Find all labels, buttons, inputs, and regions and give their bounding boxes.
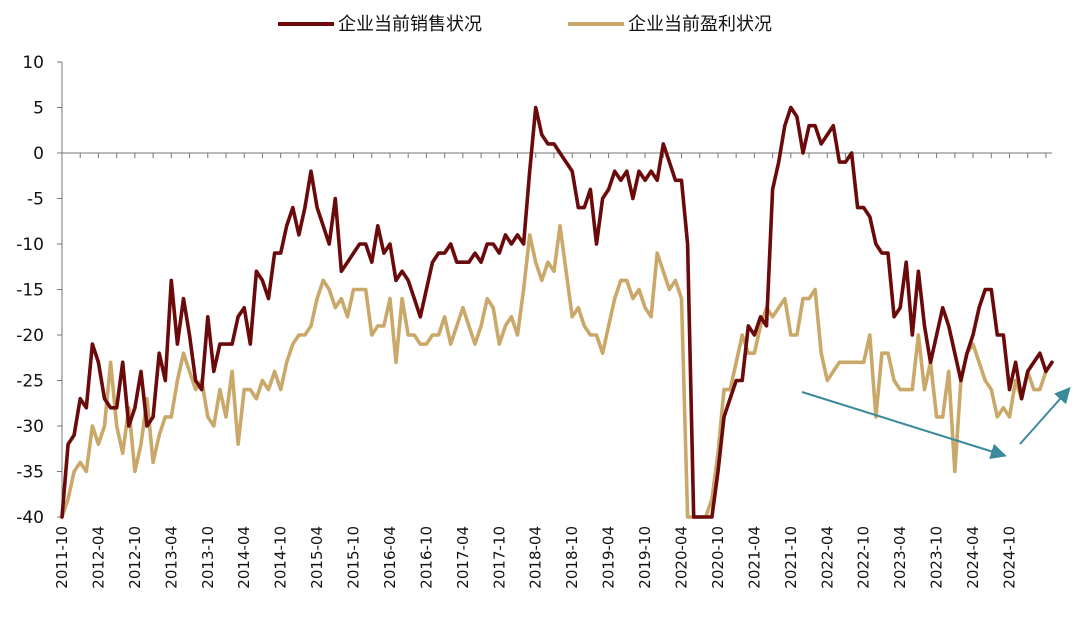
y-tick-label: 5 [33, 99, 44, 119]
y-tick-label: -35 [16, 463, 44, 483]
x-tick-label: 2016-04 [381, 526, 399, 589]
x-tick-label: 2024-10 [1000, 526, 1018, 589]
x-tick-label: 2021-10 [782, 526, 800, 589]
x-tick-label: 2014-10 [272, 526, 290, 589]
y-tick-label: -25 [16, 372, 44, 392]
x-tick-label: 2022-04 [818, 526, 836, 589]
x-tick-label: 2018-04 [527, 526, 545, 589]
y-tick-label: -15 [16, 281, 44, 301]
legend-label: 企业当前销售状况 [338, 14, 482, 35]
y-axis: 10 5 0 -5 -10 -15 -20 -25 -30 -35 -40 [16, 53, 63, 528]
x-tick-label: 2012-04 [89, 526, 107, 589]
x-tick-label: 2020-04 [673, 526, 691, 589]
y-tick-label: -20 [16, 326, 44, 346]
x-tick-label: 2015-10 [345, 526, 363, 589]
x-tick-label: 2016-10 [417, 526, 435, 589]
y-tick-label: 10 [22, 53, 44, 73]
annotations [801, 387, 1071, 460]
trend-arrow-up [1019, 387, 1071, 445]
x-tick-label: 2024-04 [964, 526, 982, 589]
x-tick-label: 2013-10 [199, 526, 217, 589]
x-tick-label: 2020-10 [709, 526, 727, 589]
trend-arrow-down [801, 391, 1007, 460]
x-tick-label: 2017-10 [490, 526, 508, 589]
y-tick-label: -10 [16, 235, 44, 255]
legend: 企业当前销售状况 企业当前盈利状况 [278, 14, 772, 35]
y-tick-label: -40 [16, 508, 44, 528]
series-line-1 [60, 224, 1048, 519]
x-tick-label: 2023-04 [891, 526, 909, 589]
y-tick-label: -30 [16, 417, 44, 437]
legend-label: 企业当前盈利状况 [628, 14, 772, 35]
x-tick-label: 2014-04 [235, 526, 253, 589]
x-tick-label: 2015-04 [308, 526, 326, 589]
x-tick-label: 2017-04 [454, 526, 472, 589]
x-tick-label: 2023-10 [928, 526, 946, 589]
x-tick-label: 2013-04 [162, 526, 180, 589]
x-axis: 2011-10 2012-04 2012-10 2013-04 2013-10 2014-… [53, 152, 1052, 589]
y-tick-label: 0 [33, 144, 44, 164]
series-group [60, 105, 1054, 519]
x-tick-label: 2012-10 [126, 526, 144, 589]
x-tick-label: 2021-04 [745, 526, 763, 589]
x-tick-label: 2022-10 [855, 526, 873, 589]
x-tick-label: 2018-10 [563, 526, 581, 589]
x-tick-label: 2019-04 [600, 526, 618, 589]
series-line-0 [60, 105, 1054, 519]
y-tick-label: -5 [27, 190, 44, 210]
x-tick-label: 2011-10 [53, 526, 71, 589]
x-tick-label: 2019-10 [636, 526, 654, 589]
